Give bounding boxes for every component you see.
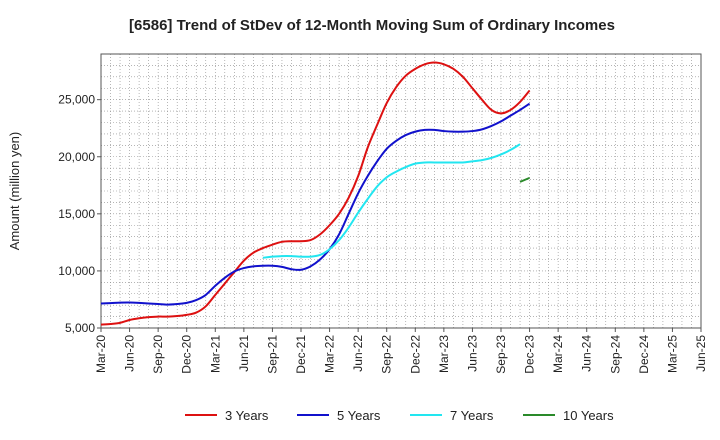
x-tick-label: Mar-21	[208, 335, 222, 373]
series-line-7-years	[262, 143, 521, 259]
x-tick-label: Sep-22	[380, 335, 394, 374]
x-tick-label: Sep-23	[494, 335, 508, 374]
y-tick-label: 20,000	[58, 150, 95, 164]
x-tick-label: Dec-24	[637, 335, 651, 374]
x-tick-label: Sep-21	[265, 335, 279, 374]
x-axis-ticks: Mar-20 Jun-20 Sep-20 Dec-20 Mar-21 Jun-21 Sep-…	[94, 328, 708, 374]
y-tick-label: 5,000	[65, 321, 95, 335]
legend-label-10-years: 10 Years	[563, 408, 614, 423]
x-tick-label: Jun-22	[351, 335, 365, 372]
y-tick-label: 10,000	[58, 264, 95, 278]
y-axis-ticks: 5,000 10,000 15,000 20,000 25,000	[58, 93, 101, 335]
x-tick-label: Mar-25	[665, 335, 679, 373]
x-tick-label: Mar-24	[551, 335, 565, 373]
plot-frame	[100, 53, 702, 329]
y-axis-label: Amount (million yen)	[7, 132, 22, 251]
series-line-5-years	[100, 102, 531, 306]
x-tick-label: Mar-22	[323, 335, 337, 373]
series-line-3-years	[100, 61, 531, 326]
x-tick-label: Jun-25	[694, 335, 708, 372]
x-tick-label: Dec-22	[408, 335, 422, 374]
x-tick-label: Dec-23	[523, 335, 537, 374]
x-tick-label: Jun-21	[237, 335, 251, 372]
series-lines	[100, 61, 531, 326]
x-tick-label: Mar-20	[94, 335, 108, 373]
y-tick-label: 15,000	[58, 207, 95, 221]
x-tick-label: Jun-20	[123, 335, 137, 372]
chart-title: [6586] Trend of StDev of 12-Month Moving…	[129, 17, 615, 34]
x-tick-label: Sep-24	[608, 335, 622, 374]
x-tick-label: Mar-23	[437, 335, 451, 373]
x-tick-label: Dec-20	[180, 335, 194, 374]
x-tick-label: Sep-20	[151, 335, 165, 374]
legend: 3 Years 5 Years 7 Years 10 Years	[185, 408, 614, 423]
grid	[101, 54, 701, 328]
legend-label-3-years: 3 Years	[225, 408, 269, 423]
series-line-10-years	[519, 176, 530, 183]
x-tick-label: Jun-23	[465, 335, 479, 372]
x-tick-label: Jun-24	[580, 335, 594, 372]
legend-label-7-years: 7 Years	[450, 408, 494, 423]
y-tick-label: 25,000	[58, 93, 95, 107]
legend-label-5-years: 5 Years	[337, 408, 381, 423]
x-tick-label: Dec-21	[294, 335, 308, 374]
